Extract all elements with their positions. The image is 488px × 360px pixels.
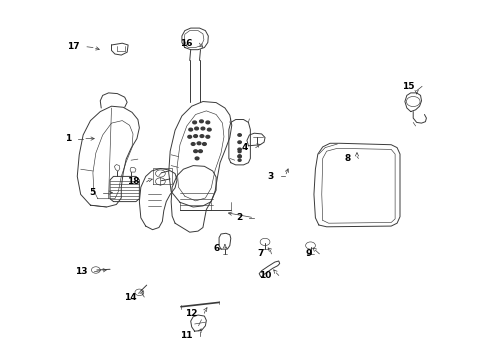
- Text: 11: 11: [179, 331, 192, 340]
- Circle shape: [195, 157, 199, 160]
- Circle shape: [188, 128, 192, 131]
- Circle shape: [199, 120, 203, 123]
- Circle shape: [197, 142, 201, 145]
- Text: 1: 1: [64, 134, 71, 143]
- Circle shape: [238, 155, 241, 157]
- Text: 14: 14: [124, 292, 137, 302]
- Text: 8: 8: [344, 154, 350, 163]
- Text: 15: 15: [401, 82, 414, 91]
- Circle shape: [202, 143, 206, 145]
- Text: 17: 17: [67, 42, 80, 51]
- Text: 12: 12: [184, 309, 197, 318]
- Circle shape: [187, 135, 191, 138]
- Circle shape: [193, 135, 197, 138]
- Circle shape: [237, 156, 241, 158]
- Circle shape: [191, 143, 195, 145]
- Text: 18: 18: [126, 177, 139, 186]
- Circle shape: [237, 141, 241, 143]
- Text: 16: 16: [179, 39, 192, 48]
- Text: 2: 2: [235, 213, 242, 222]
- Circle shape: [238, 150, 241, 153]
- Circle shape: [237, 148, 241, 150]
- Text: 5: 5: [89, 188, 95, 197]
- Text: 4: 4: [242, 143, 248, 152]
- Text: 6: 6: [213, 244, 220, 253]
- Circle shape: [200, 135, 203, 138]
- Circle shape: [194, 127, 198, 130]
- Circle shape: [198, 150, 202, 153]
- Circle shape: [205, 135, 209, 138]
- Text: 7: 7: [257, 249, 264, 258]
- Circle shape: [207, 128, 211, 131]
- Text: 3: 3: [267, 172, 273, 181]
- Circle shape: [238, 159, 241, 161]
- Circle shape: [205, 121, 209, 124]
- Text: 10: 10: [259, 271, 271, 280]
- Circle shape: [237, 134, 241, 136]
- Circle shape: [193, 150, 197, 153]
- Circle shape: [192, 121, 196, 124]
- Text: 13: 13: [74, 267, 87, 276]
- Circle shape: [201, 127, 204, 130]
- Text: 9: 9: [305, 249, 311, 258]
